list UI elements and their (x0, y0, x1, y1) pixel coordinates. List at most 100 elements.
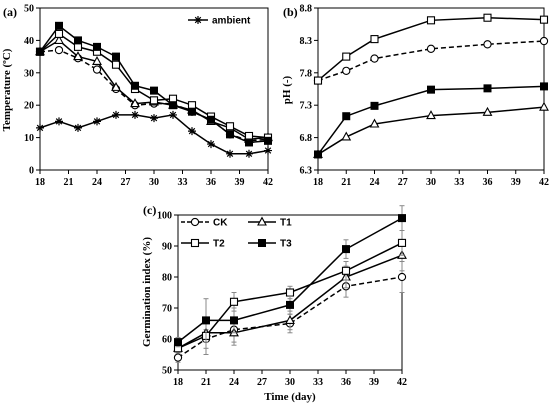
data-point (54, 34, 64, 44)
data-point (285, 288, 295, 297)
y-tick-label: 8.8 (300, 4, 313, 15)
x-axis-label: Time (day) (264, 391, 316, 403)
data-point (112, 110, 120, 119)
data-point (540, 82, 548, 91)
legend-marker (194, 16, 202, 24)
legend-marker (258, 239, 266, 247)
data-point (73, 42, 83, 51)
y-tick-label: 20 (24, 101, 34, 112)
data-point (36, 47, 44, 56)
data-point (370, 35, 379, 44)
y-tick-label: 0 (29, 166, 34, 177)
data-point (341, 266, 351, 275)
x-tick-label: 42 (539, 177, 549, 188)
data-point (173, 353, 183, 362)
x-tick-label: 21 (201, 377, 211, 388)
data-point (169, 110, 177, 119)
data-point (149, 96, 159, 105)
x-tick-label: 21 (341, 177, 351, 188)
panel-label: (a) (3, 5, 17, 19)
data-point (397, 238, 407, 247)
data-point (342, 245, 350, 254)
data-point (111, 81, 121, 91)
y-tick-label: 7.3 (300, 101, 313, 112)
x-tick-label: 24 (229, 377, 239, 388)
legend-marker (190, 217, 200, 227)
x-tick-label: 33 (454, 177, 464, 188)
data-point (313, 76, 323, 85)
y-tick-label: 6.3 (300, 166, 313, 177)
y-tick-label: 70 (162, 304, 172, 315)
legend-label: T1 (280, 218, 292, 229)
data-point (111, 60, 121, 69)
data-point (54, 29, 64, 38)
data-point (226, 149, 234, 158)
series-t3 (36, 21, 272, 147)
data-point (539, 36, 549, 46)
series-line (177, 254, 403, 349)
y-tick-label: 50 (162, 366, 172, 377)
data-point (426, 16, 436, 25)
y-tick-label: 6.8 (300, 133, 313, 144)
data-point (73, 51, 83, 61)
data-point (202, 316, 210, 325)
y-axis-label: Temperature (ºC) (1, 48, 13, 131)
chart-panel-3: 18 21 24 27 30 33 36 39 42 50 60 70 80 90 100(c) Germin… (141, 203, 407, 403)
legend-label: T3 (280, 239, 292, 250)
data-point (341, 131, 352, 141)
data-point (314, 150, 322, 159)
series-ambient (36, 110, 272, 158)
data-point (226, 130, 234, 139)
data-point (342, 112, 351, 121)
data-point (244, 131, 254, 141)
data-point (370, 101, 379, 110)
data-point (74, 123, 82, 132)
data-point (483, 40, 492, 49)
series-t3 (174, 205, 406, 348)
y-tick-label: 90 (162, 242, 172, 253)
series-t1 (313, 101, 549, 158)
data-point (131, 110, 139, 119)
y-axis-label: Germination index (%) (141, 237, 153, 347)
x-tick-label: 27 (121, 177, 131, 188)
x-tick-label: 39 (369, 377, 379, 388)
data-point (483, 84, 492, 93)
data-point (342, 52, 351, 61)
data-point (369, 118, 380, 128)
series-line (317, 16, 545, 82)
data-point (93, 42, 101, 51)
x-tick-label: 24 (92, 177, 102, 188)
data-point (342, 66, 351, 76)
x-tick-label: 33 (178, 177, 188, 188)
data-point (285, 314, 295, 324)
x-tick-label: 21 (64, 177, 74, 188)
data-point (169, 101, 177, 110)
data-point (245, 138, 253, 147)
series-line (317, 106, 545, 156)
data-point (225, 122, 235, 131)
legend-marker (257, 216, 267, 226)
data-point (74, 36, 82, 45)
chart-panel-1: 18 21 24 27 30 33 36 39 42 0 10 20 30 40 50 (a) Temperat… (1, 4, 273, 189)
data-point (264, 136, 272, 145)
y-tick-label: 7.8 (300, 68, 313, 79)
x-tick-label: 30 (426, 177, 436, 188)
legend-label: ambient (212, 16, 251, 27)
y-tick-label: 40 (24, 36, 34, 47)
x-tick-label: 27 (257, 377, 267, 388)
data-point (245, 149, 253, 158)
y-tick-label: 30 (24, 68, 34, 79)
data-point (55, 21, 63, 30)
legend-marker (190, 238, 200, 248)
chart-panel-2: 18 21 24 27 30 33 36 39 42 6.3 6.8 7.3 7.8 8.3 8.8(b) p… (281, 4, 549, 189)
data-point (187, 101, 197, 110)
series-line (317, 85, 545, 155)
y-tick-label: 8.3 (300, 36, 313, 47)
data-point (36, 123, 44, 132)
y-tick-label: 50 (24, 4, 34, 15)
y-tick-label: 80 (162, 273, 172, 284)
data-point (207, 140, 215, 149)
series-ck (313, 36, 549, 85)
data-point (174, 338, 182, 347)
data-point (168, 94, 178, 103)
